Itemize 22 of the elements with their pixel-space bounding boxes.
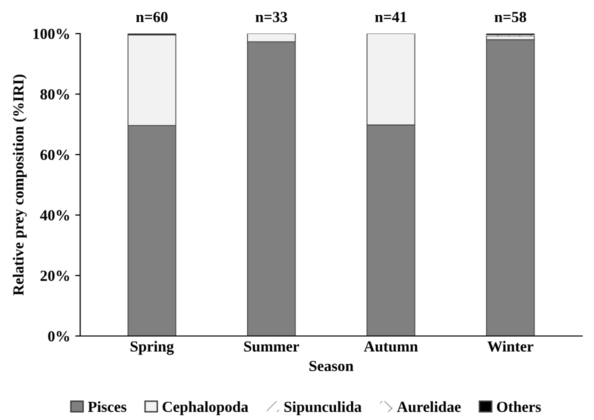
legend-label: Sipunculida — [284, 401, 362, 416]
legend-label: Aurelidae — [397, 401, 461, 412]
x-tick-label: Autumn — [364, 341, 418, 352]
legend-label: Pisces — [88, 401, 126, 412]
y-tick-label: 60% — [40, 150, 70, 160]
x-tick-label: Winter — [487, 340, 534, 352]
x-tick-label: Spring — [130, 340, 174, 355]
bar — [486, 39, 535, 336]
y-tick-label: 0% — [48, 331, 70, 342]
y-tick-label: 20% — [40, 270, 70, 282]
legend-label: Cephalopoda — [162, 401, 248, 416]
annotation: n=60 — [136, 12, 168, 22]
legend-label: Others — [496, 401, 541, 412]
y-axis-title: Relative prey composition (%IRI) — [12, 74, 27, 296]
annotation: n=41 — [375, 12, 406, 22]
annotation: n=33 — [256, 12, 288, 22]
x-tick-label: Summer — [244, 341, 300, 352]
y-tick-label: 40% — [40, 210, 70, 221]
annotation: n=58 — [494, 12, 526, 22]
y-tick-label: 80% — [40, 89, 70, 100]
x-axis-title: Season — [309, 360, 354, 372]
y-tick-label: 100% — [34, 28, 70, 40]
